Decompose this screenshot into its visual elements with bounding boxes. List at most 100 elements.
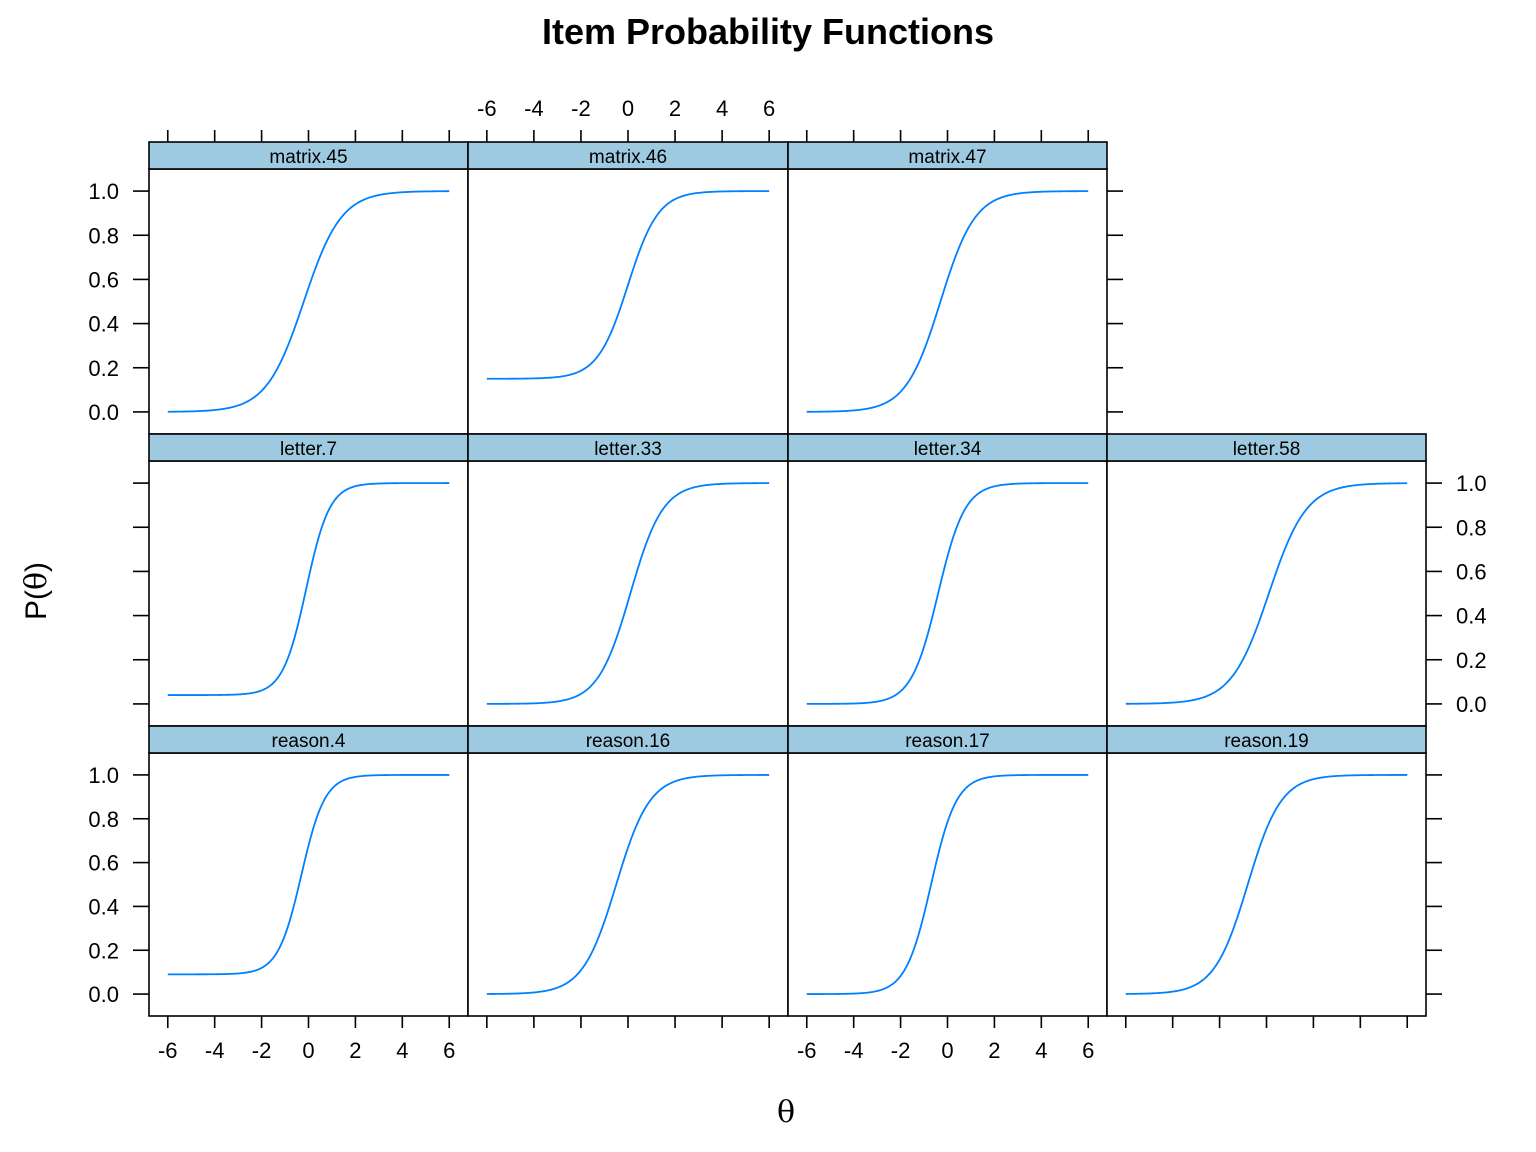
icc-line	[486, 482, 770, 705]
panel-matrix-45: matrix.45	[148, 141, 469, 435]
panel-reason-16: reason.16	[467, 725, 789, 1017]
x-tick-label: 4	[716, 96, 728, 121]
y-tick-label: 0.6	[88, 267, 119, 292]
y-tick-label: 0.0	[88, 982, 119, 1007]
y-axis-label: P(θ)	[19, 562, 54, 620]
y-tick-label: 0.2	[88, 356, 119, 381]
y-axis-label-symbol: θ	[19, 572, 54, 590]
icc-line	[1125, 482, 1408, 705]
strip	[148, 433, 469, 462]
panel-frame	[787, 168, 1108, 435]
icc-line	[806, 190, 1089, 413]
panel-frame	[1106, 460, 1427, 727]
x-tick-label: 0	[622, 96, 634, 121]
y-tick-label: 0.2	[88, 938, 119, 963]
panel-letter-34: letter.34	[787, 433, 1108, 727]
x-tick-label: -4	[205, 1038, 225, 1063]
y-tick-label: 0.0	[88, 400, 119, 425]
strip	[787, 725, 1108, 754]
icc-line	[806, 774, 1089, 995]
panel-letter-7: letter.7	[148, 433, 469, 727]
panel-letter-58: letter.58	[1106, 433, 1427, 727]
y-tick-label: 1.0	[88, 763, 119, 788]
x-tick-label: -6	[477, 96, 497, 121]
y-tick-label: 0.0	[1456, 692, 1487, 717]
x-tick-label: 0	[302, 1038, 314, 1063]
y-tick-label: 0.6	[1456, 559, 1487, 584]
strip	[467, 141, 789, 170]
x-tick-label: -6	[797, 1038, 817, 1063]
x-tick-label: -4	[524, 96, 544, 121]
strip-label: reason.16	[586, 731, 671, 752]
icc-line	[167, 482, 450, 696]
strip	[148, 141, 469, 170]
strip-label: matrix.45	[269, 147, 347, 168]
strip-label: reason.4	[272, 731, 346, 752]
y-tick-label: 0.6	[88, 851, 119, 876]
strip-label: letter.7	[280, 439, 337, 460]
y-tick-label: 1.0	[1456, 471, 1487, 496]
panel-frame	[467, 168, 789, 435]
panel-frame	[787, 460, 1108, 727]
panel-matrix-47: matrix.47	[787, 141, 1108, 435]
icc-line	[167, 774, 450, 976]
x-tick-label: 4	[1035, 1038, 1047, 1063]
icc-line	[486, 774, 770, 995]
panel-frame	[467, 460, 789, 727]
y-axis-label-suffix: )	[20, 562, 53, 572]
strip-label: reason.19	[1224, 731, 1309, 752]
y-tick-label: 0.8	[88, 807, 119, 832]
x-tick-label: -2	[252, 1038, 272, 1063]
strip	[1106, 725, 1427, 754]
strip-label: letter.34	[914, 439, 982, 460]
x-tick-label: -4	[844, 1038, 864, 1063]
y-tick-label: 0.4	[88, 312, 119, 337]
panel-reason-4: reason.4	[148, 725, 469, 1017]
strip-label: reason.17	[905, 731, 990, 752]
x-tick-label: 2	[669, 96, 681, 121]
y-axis-label-prefix: P(	[20, 590, 53, 620]
panel-frame	[148, 752, 469, 1017]
x-tick-label: 6	[1082, 1038, 1094, 1063]
panel-grid: matrix.45 matrix.46 matrix.47 letter.7 lette…	[148, 141, 1427, 1017]
strip	[787, 141, 1108, 170]
x-tick-label: 4	[396, 1038, 408, 1063]
panel-frame	[148, 168, 469, 435]
panel-frame	[148, 460, 469, 727]
strip-label: letter.33	[594, 439, 662, 460]
y-tick-label: 0.4	[1456, 604, 1487, 629]
strip-label: matrix.47	[908, 147, 986, 168]
x-axis-label: θ	[777, 1095, 795, 1130]
y-tick-label: 0.2	[1456, 648, 1487, 673]
strip-label: letter.58	[1233, 439, 1301, 460]
x-tick-label: -2	[891, 1038, 911, 1063]
x-tick-label: 0	[941, 1038, 953, 1063]
icc-line	[486, 190, 770, 380]
axes: -6 -4 -2 0 2 4 6 -6 -4 -2 0 2 4 6 -6 -4 -2 0 2 4 6 0.0 0.2 0.4 0…	[88, 96, 1486, 1063]
panel-reason-17: reason.17	[787, 725, 1108, 1017]
x-tick-label: 2	[988, 1038, 1000, 1063]
y-tick-label: 1.0	[88, 179, 119, 204]
icc-line	[806, 482, 1089, 705]
y-tick-label: 0.8	[88, 223, 119, 248]
y-tick-label: 0.4	[88, 894, 119, 919]
strip	[1106, 433, 1427, 462]
panel-reason-19: reason.19	[1106, 725, 1427, 1017]
x-tick-label: 6	[763, 96, 775, 121]
y-tick-label: 0.8	[1456, 515, 1487, 540]
panel-matrix-46: matrix.46	[467, 141, 789, 435]
panel-frame	[1106, 752, 1427, 1017]
icc-line	[1125, 774, 1408, 995]
panel-letter-33: letter.33	[467, 433, 789, 727]
x-tick-label: -2	[571, 96, 591, 121]
x-tick-label: 6	[443, 1038, 455, 1063]
x-tick-label: 2	[349, 1038, 361, 1063]
panel-frame	[467, 752, 789, 1017]
strip-label: matrix.46	[589, 147, 667, 168]
panel-frame	[787, 752, 1108, 1017]
x-tick-label: -6	[158, 1038, 178, 1063]
strip	[467, 725, 789, 754]
chart-title: Item Probability Functions	[542, 11, 994, 52]
icc-line	[167, 190, 450, 413]
